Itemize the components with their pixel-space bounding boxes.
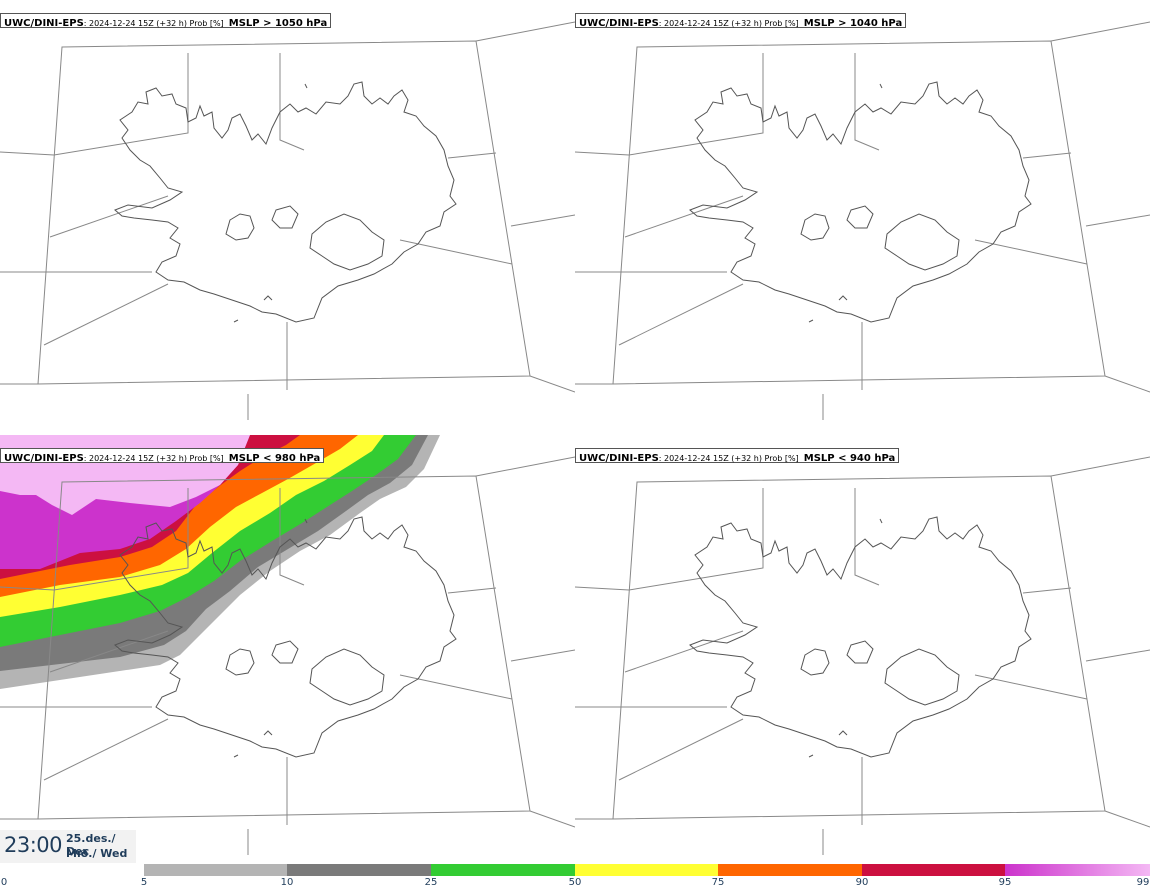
variable-label: MSLP < 940 hPa: [803, 453, 896, 464]
colorbar-tick-label: 99: [1136, 877, 1150, 888]
map-iceland: [575, 21, 1150, 421]
colorbar-tick-label: 10: [280, 877, 294, 888]
probability-colorbar: [144, 864, 1150, 876]
panel-title: UWC/DINI-EPS: 2024-12-24 15Z (+32 h) Pro…: [575, 13, 907, 29]
colorbar-tick-label: 5: [140, 877, 148, 888]
map-iceland: [0, 435, 575, 856]
model-name: UWC/DINI-EPS: [4, 453, 84, 464]
run-info: : 2024-12-24 15Z (+32 h) Prob [%]: [658, 19, 799, 28]
variable-label: MSLP < 980 hPa: [228, 453, 321, 464]
valid-date: 25.des./ Dec: [66, 832, 116, 858]
run-info: : 2024-12-24 15Z (+32 h) Prob [%]: [658, 454, 799, 463]
colorbar-tick-label: 25: [424, 877, 438, 888]
valid-day: Mið./ Wed: [66, 847, 128, 860]
colorbar-segment: [144, 864, 287, 876]
map-panel-mslp-gt-1050: UWC/DINI-EPS: 2024-12-24 15Z (+32 h) Pro…: [0, 0, 575, 435]
colorbar-tick-label: 95: [998, 877, 1012, 888]
colorbar-tick-label: 75: [711, 877, 725, 888]
colorbar-segment: [1005, 864, 1150, 876]
variable-label: MSLP > 1040 hPa: [803, 18, 903, 29]
colorbar-segment: [575, 864, 718, 876]
map-panel-mslp-gt-1040: UWC/DINI-EPS: 2024-12-24 15Z (+32 h) Pro…: [575, 0, 1150, 435]
run-info: : 2024-12-24 15Z (+32 h) Prob [%]: [83, 454, 224, 463]
probability-bands: [0, 435, 440, 689]
model-name: UWC/DINI-EPS: [579, 18, 659, 29]
colorbar-tick-label: 50: [568, 877, 582, 888]
map-panel-mslp-lt-980: UWC/DINI-EPS: 2024-12-24 15Z (+32 h) Pro…: [0, 435, 575, 870]
panel-title: UWC/DINI-EPS: 2024-12-24 15Z (+32 h) Pro…: [0, 448, 325, 464]
variable-label: MSLP > 1050 hPa: [228, 18, 328, 29]
colorbar-tick-label: 90: [855, 877, 869, 888]
valid-time: 23:00: [4, 833, 63, 857]
model-name: UWC/DINI-EPS: [4, 18, 84, 29]
colorbar-segment: [287, 864, 431, 876]
model-name: UWC/DINI-EPS: [579, 453, 659, 464]
colorbar-tick-label: 0: [0, 877, 8, 888]
valid-time-box: 23:00 25.des./ Dec Mið./ Wed: [0, 830, 136, 863]
map-iceland: [575, 456, 1150, 856]
panel-title: UWC/DINI-EPS: 2024-12-24 15Z (+32 h) Pro…: [575, 448, 900, 464]
colorbar-segment: [431, 864, 575, 876]
run-info: : 2024-12-24 15Z (+32 h) Prob [%]: [83, 19, 224, 28]
map-panel-mslp-lt-940: UWC/DINI-EPS: 2024-12-24 15Z (+32 h) Pro…: [575, 435, 1150, 870]
colorbar-segment: [862, 864, 1005, 876]
panel-title: UWC/DINI-EPS: 2024-12-24 15Z (+32 h) Pro…: [0, 13, 332, 29]
colorbar-segment: [718, 864, 862, 876]
map-iceland: [0, 21, 575, 421]
